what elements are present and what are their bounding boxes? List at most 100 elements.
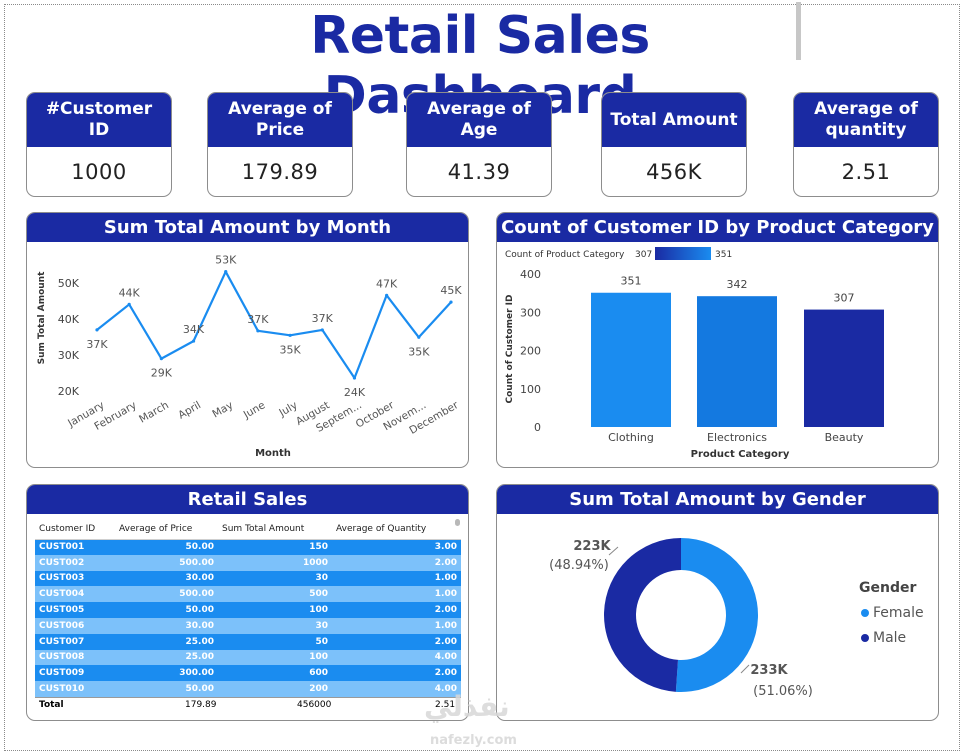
kpi-card-total-amount[interactable]: Total Amount 456K bbox=[601, 92, 747, 197]
table-cell: 1000 bbox=[218, 554, 332, 571]
cell-customer-id: CUST006 bbox=[35, 617, 115, 634]
data-point bbox=[127, 302, 131, 306]
total-quantity: 2.51 bbox=[435, 700, 456, 710]
data-label: 34K bbox=[183, 323, 205, 336]
total-amount: 456000 bbox=[297, 700, 332, 710]
data-point bbox=[385, 293, 389, 297]
data-label: 29K bbox=[151, 367, 173, 380]
column-header[interactable]: Customer ID bbox=[35, 519, 115, 540]
table-scroll-area[interactable]: Customer ID Average of Price Sum Total A… bbox=[35, 519, 461, 709]
line-chart: 20K 30K 40K 50K 37K 44K 29K 34K 53K 37K 35K 37K 24K 4… bbox=[37, 254, 462, 459]
table-row[interactable]: CUST009 300.00 600 2.00 bbox=[35, 665, 461, 682]
table-cell: 1.00 bbox=[332, 586, 461, 603]
table-title: Retail Sales bbox=[27, 485, 468, 514]
data-point bbox=[191, 339, 196, 343]
table-cell: 100 bbox=[218, 649, 332, 666]
cell-customer-id: CUST008 bbox=[35, 649, 115, 666]
table-row[interactable]: CUST002 500.00 1000 2.00 bbox=[35, 554, 461, 571]
table-cell: 30 bbox=[218, 617, 332, 634]
data-point bbox=[224, 270, 228, 274]
x-tick-label: May bbox=[210, 399, 235, 420]
legend-gradient-bar bbox=[655, 247, 711, 260]
data-label: 307 bbox=[834, 292, 855, 305]
retail-sales-table-panel[interactable]: Retail Sales Customer ID Average of Pric… bbox=[26, 484, 469, 721]
donut-chart-title: Sum Total Amount by Gender bbox=[497, 485, 938, 514]
series-line bbox=[96, 270, 452, 380]
slice-female bbox=[675, 538, 759, 692]
cell-customer-id: CUST005 bbox=[35, 602, 115, 618]
data-point bbox=[417, 335, 421, 339]
table-cell: 25.00 bbox=[115, 633, 218, 650]
kpi-value: 179.89 bbox=[241, 160, 319, 184]
y-axis-title: Sum Total Amount bbox=[37, 271, 47, 364]
y-tick-label: 0 bbox=[534, 421, 541, 434]
x-tick-label: April bbox=[176, 399, 203, 421]
table-row[interactable]: CUST001 50.00 150 3.00 bbox=[35, 539, 461, 555]
male-value-label: 223K bbox=[573, 539, 611, 554]
table-cell: 50.00 bbox=[115, 602, 218, 618]
table-cell: 500 bbox=[218, 586, 332, 603]
column-header[interactable]: Average of Price bbox=[115, 519, 218, 540]
table-cell: 1.00 bbox=[332, 617, 461, 634]
cell-customer-id: CUST007 bbox=[35, 633, 115, 650]
donut-chart-panel[interactable]: Sum Total Amount by Gender 223K (48.94%) 2… bbox=[496, 484, 939, 721]
table-cell: 25.00 bbox=[115, 649, 218, 666]
table-cell: 500.00 bbox=[115, 554, 218, 571]
table-row[interactable]: CUST010 50.00 200 4.00 bbox=[35, 681, 461, 697]
cell-customer-id: CUST009 bbox=[35, 665, 115, 682]
leader-line-male bbox=[608, 546, 619, 556]
slice-male bbox=[604, 538, 681, 692]
table-cell: 600 bbox=[218, 665, 332, 682]
data-label: 351 bbox=[621, 275, 642, 288]
y-tick-label: 30K bbox=[58, 349, 80, 362]
cell-customer-id: CUST001 bbox=[35, 539, 115, 555]
legend-item-female[interactable]: Female bbox=[861, 605, 924, 621]
cell-customer-id: CUST003 bbox=[35, 570, 115, 587]
data-label: 37K bbox=[247, 313, 269, 326]
y-tick-label: 200 bbox=[520, 345, 541, 358]
data-point bbox=[320, 328, 324, 332]
line-chart-panel[interactable]: Sum Total Amount by Month 20K 30K 40K 50K 37… bbox=[26, 212, 469, 468]
data-label: 37K bbox=[312, 312, 334, 325]
column-header[interactable]: Average of Quantity bbox=[332, 519, 461, 540]
table-cell: 2.00 bbox=[332, 602, 461, 618]
legend-label: Male bbox=[873, 630, 907, 646]
data-point bbox=[449, 300, 453, 304]
legend-item-male[interactable]: Male bbox=[861, 630, 906, 646]
x-tick-label: Beauty bbox=[825, 431, 864, 444]
table-cell: 500.00 bbox=[115, 586, 218, 603]
x-axis-title: Product Category bbox=[691, 449, 790, 460]
kpi-card-average-age[interactable]: Average of Age 41.39 bbox=[406, 92, 552, 197]
column-header[interactable]: Sum Total Amount bbox=[218, 519, 332, 540]
data-label: 53K bbox=[215, 254, 237, 267]
legend-min: 307 bbox=[635, 250, 652, 260]
table-row[interactable]: CUST005 50.00 100 2.00 bbox=[35, 602, 461, 618]
x-tick-label: Electronics bbox=[707, 431, 767, 444]
table-row[interactable]: CUST006 30.00 30 1.00 bbox=[35, 617, 461, 634]
table-cell: 30.00 bbox=[115, 617, 218, 634]
y-tick-label: 100 bbox=[520, 383, 541, 396]
table-row[interactable]: CUST003 30.00 30 1.00 bbox=[35, 570, 461, 587]
watermark-logo: نفذلي bbox=[424, 690, 510, 723]
y-tick-label: 400 bbox=[520, 268, 541, 281]
kpi-card-average-quantity[interactable]: Average of quantity 2.51 bbox=[793, 92, 939, 197]
page-border bbox=[4, 4, 960, 751]
female-percent-label: (51.06%) bbox=[753, 684, 813, 699]
retail-sales-table: Customer ID Average of Price Sum Total A… bbox=[35, 519, 461, 709]
kpi-value: 456K bbox=[646, 160, 702, 184]
data-label: 37K bbox=[86, 338, 108, 351]
kpi-card-average-price[interactable]: Average of Price 179.89 bbox=[207, 92, 353, 197]
bar-chart-panel[interactable]: Count of Customer ID by Product Category… bbox=[496, 212, 939, 468]
kpi-card-customer-id[interactable]: #Customer ID 1000 bbox=[26, 92, 172, 197]
y-tick-label: 50K bbox=[58, 277, 80, 290]
bar-chart-title: Count of Customer ID by Product Category bbox=[497, 213, 938, 242]
table-row[interactable]: CUST007 25.00 50 2.00 bbox=[35, 633, 461, 650]
table-row[interactable]: CUST004 500.00 500 1.00 bbox=[35, 586, 461, 603]
total-label: Total bbox=[39, 700, 64, 710]
data-point bbox=[352, 376, 357, 380]
table-scrollbar[interactable] bbox=[455, 519, 460, 526]
kpi-label: Average of Price bbox=[208, 93, 352, 147]
data-point bbox=[159, 357, 163, 361]
table-row[interactable]: CUST008 25.00 100 4.00 bbox=[35, 649, 461, 666]
table-cell: 2.00 bbox=[332, 633, 461, 650]
